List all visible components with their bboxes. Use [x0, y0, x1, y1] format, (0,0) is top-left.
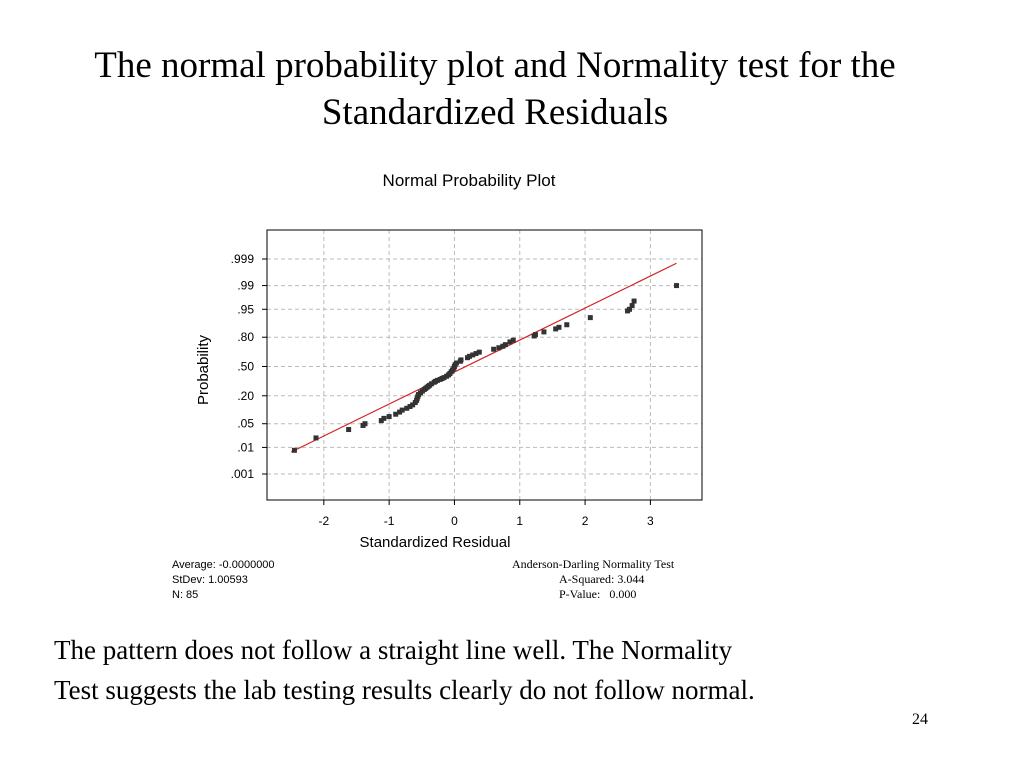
y-axis-label: Probability	[195, 334, 212, 405]
data-point	[378, 418, 384, 424]
data-point	[629, 303, 635, 309]
data-point	[496, 345, 502, 351]
y-tick-label: .80	[237, 330, 254, 344]
data-point	[429, 381, 435, 387]
p-value-stat: P-Value: 0.000	[559, 587, 637, 601]
data-point	[453, 360, 459, 366]
average-stat: Average: -0.0000000	[172, 559, 275, 571]
data-point	[553, 326, 559, 332]
data-point	[410, 402, 416, 408]
slide-title: The normal probability plot and Normalit…	[0, 42, 990, 136]
slide-title-line-1: The normal probability plot and Normalit…	[94, 45, 896, 86]
data-point	[587, 315, 593, 321]
data-point	[386, 414, 392, 420]
normality-test-box: Anderson-Darling Normality Test A-Square…	[512, 557, 712, 602]
data-points	[291, 283, 680, 453]
data-point	[476, 349, 482, 355]
data-point	[541, 329, 547, 335]
normality-test-name: Anderson-Darling Normality Test	[512, 557, 675, 571]
x-axis-label: Standardized Residual	[360, 534, 511, 551]
y-tick-label: .50	[237, 360, 254, 374]
data-point	[313, 435, 319, 441]
a-squared-stat: A-Squared: 3.044	[559, 572, 645, 586]
data-point	[393, 411, 399, 417]
conclusion-line-1: The pattern does not follow a straight l…	[54, 635, 733, 665]
fit-line	[290, 262, 677, 453]
data-point	[458, 357, 464, 363]
data-point	[470, 352, 476, 358]
data-point	[397, 409, 403, 415]
data-point	[502, 342, 508, 348]
data-point	[627, 306, 632, 312]
y-tick-label: .01	[237, 440, 254, 454]
data-point	[532, 332, 538, 338]
page-number: 24	[912, 711, 928, 728]
data-point	[407, 404, 413, 410]
x-tick-label: 0	[451, 514, 458, 528]
y-tick-label: .999	[231, 252, 255, 266]
data-point	[564, 322, 570, 328]
stdev-stat: StDev: 1.00593	[172, 574, 248, 586]
data-point	[346, 427, 352, 433]
y-axis-ticks: .001 .01 .05 .20 .50 .80 .95 .99 .999	[231, 252, 267, 481]
data-point	[556, 324, 562, 330]
conclusion-text: The pattern does not follow a straight l…	[54, 630, 984, 710]
data-point	[507, 339, 513, 345]
summary-stats: Average: -0.0000000 StDev: 1.00593 N: 85	[172, 558, 275, 603]
data-point	[473, 351, 479, 357]
data-point	[381, 415, 387, 421]
data-point	[291, 447, 297, 453]
y-tick-label: .95	[237, 302, 254, 316]
grid-lines	[267, 230, 702, 500]
x-tick-label: -1	[384, 514, 395, 528]
plot-frame	[266, 229, 703, 501]
x-tick-label: 3	[647, 514, 654, 528]
data-point	[404, 405, 410, 411]
n-stat: N: 85	[172, 589, 199, 601]
x-tick-label: -2	[318, 514, 329, 528]
y-tick-label: .001	[231, 467, 255, 481]
x-tick-label: 2	[582, 514, 589, 528]
data-point	[434, 377, 440, 383]
slide-title-line-2: Standardized Residuals	[321, 92, 669, 133]
data-point	[466, 353, 472, 359]
data-point	[491, 346, 497, 352]
data-point	[631, 298, 637, 304]
y-tick-label: .05	[237, 417, 254, 431]
y-tick-label: .99	[237, 279, 254, 293]
data-point	[362, 421, 368, 427]
data-point	[441, 375, 447, 381]
x-axis-ticks: -2 -1 0 1 2 3	[318, 500, 654, 528]
chart-title: Normal Probability Plot	[383, 171, 556, 190]
y-tick-label: .20	[237, 389, 254, 403]
conclusion-line-2: Test suggests the lab testing results cl…	[54, 675, 755, 705]
x-tick-label: 1	[516, 514, 523, 528]
data-point	[510, 337, 516, 343]
data-point	[399, 407, 405, 413]
data-point	[674, 283, 680, 289]
data-point	[500, 343, 506, 349]
